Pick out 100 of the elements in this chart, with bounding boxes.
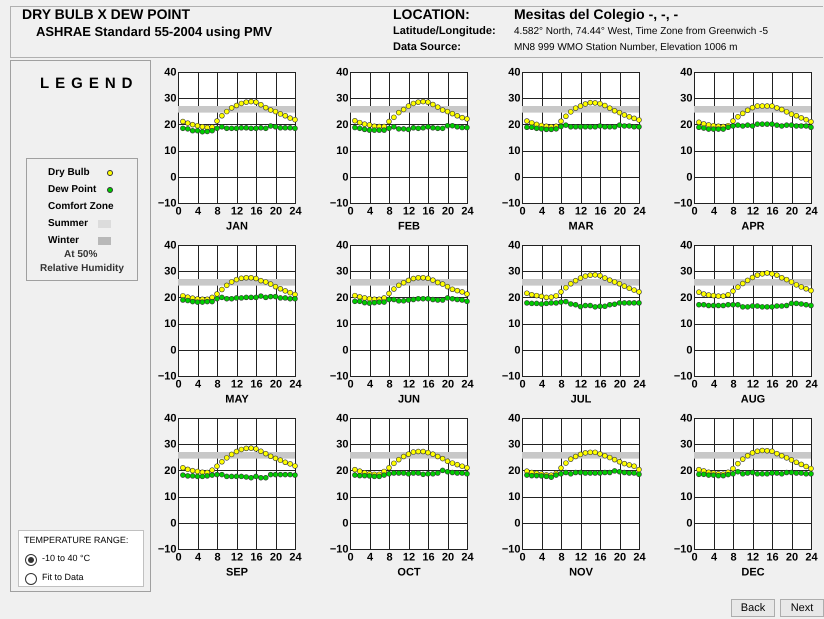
text: Next xyxy=(780,599,824,617)
x-axis-title: SEP xyxy=(226,566,248,578)
x-axis-title: JAN xyxy=(226,220,248,232)
x-tick-label: 4 xyxy=(710,552,718,564)
y-tick-label: 0 xyxy=(514,344,520,356)
x-tick-label: 12 xyxy=(402,206,416,218)
y-tick-label: 0 xyxy=(686,517,692,530)
y-tick-label: 30 xyxy=(336,266,348,278)
y-tick-label: −10 xyxy=(502,370,520,382)
x-axis-title: APR xyxy=(741,220,765,232)
x-tick-label: 8 xyxy=(558,552,565,564)
x-axis-title: OCT xyxy=(397,566,421,578)
x-tick-label: 24 xyxy=(289,378,302,390)
y-tick-label: 30 xyxy=(680,266,692,278)
y-tick-label: 10 xyxy=(164,318,176,330)
x-tick-label: 16 xyxy=(594,378,607,390)
text: LOCATION: xyxy=(393,6,470,22)
x-tick-label: 8 xyxy=(214,378,221,390)
text: Comfort Zone xyxy=(48,201,114,212)
y-tick-label: 0 xyxy=(514,171,520,184)
y-tick-label: 30 xyxy=(680,438,692,451)
x-tick-label: 12 xyxy=(574,206,588,218)
y-tick-label: 40 xyxy=(336,412,348,424)
text: TEMPERATURE RANGE: xyxy=(24,535,128,545)
x-tick-label: 20 xyxy=(442,206,454,218)
x-tick-label: 12 xyxy=(574,378,588,390)
y-tick-label: 30 xyxy=(336,438,348,451)
x-tick-label: 16 xyxy=(422,206,435,218)
y-tick-label: 10 xyxy=(336,318,348,330)
y-tick-label: 0 xyxy=(686,344,692,356)
text: Dew Point xyxy=(48,184,96,195)
text: 4.582° North, 74.44° West, Time Zone from Greenwich -5 xyxy=(514,26,768,37)
x-tick-label: 4 xyxy=(538,552,546,564)
x-tick-label: 16 xyxy=(422,552,435,564)
x-tick-label: 8 xyxy=(730,552,737,564)
y-tick-label: 30 xyxy=(680,92,692,105)
y-tick-label: −10 xyxy=(502,544,520,556)
text: MN8 999 WMO Station Number, Elevation 1006 m xyxy=(514,42,738,53)
text: LEGEND xyxy=(40,75,139,92)
x-tick-label: 16 xyxy=(422,378,435,390)
y-tick-label: 10 xyxy=(164,491,176,504)
y-tick-label: 10 xyxy=(508,318,520,330)
y-tick-label: 40 xyxy=(336,66,348,78)
y-tick-label: 40 xyxy=(680,240,692,252)
y-tick-label: −10 xyxy=(158,370,176,382)
y-tick-label: 0 xyxy=(342,171,348,184)
x-axis-title: NOV xyxy=(569,566,594,578)
x-tick-label: 20 xyxy=(614,206,626,218)
y-tick-label: −10 xyxy=(502,198,520,210)
text: -10 to 40 °C xyxy=(42,553,90,563)
y-tick-label: 20 xyxy=(164,464,176,477)
x-tick-label: 12 xyxy=(230,552,244,564)
x-axis-title: MAY xyxy=(225,394,250,406)
x-tick-label: 20 xyxy=(270,206,282,218)
x-tick-label: 4 xyxy=(366,378,374,390)
x-tick-label: 20 xyxy=(270,552,282,564)
y-tick-label: 10 xyxy=(164,145,176,158)
y-tick-label: 40 xyxy=(508,240,520,252)
x-tick-label: 4 xyxy=(194,552,202,564)
y-tick-label: −10 xyxy=(330,198,348,210)
x-tick-label: 12 xyxy=(746,552,760,564)
x-tick-label: 24 xyxy=(805,206,818,218)
y-tick-label: 20 xyxy=(508,118,520,131)
x-tick-label: 24 xyxy=(633,378,646,390)
y-tick-label: −10 xyxy=(330,544,348,556)
source-note: Data Source: xyxy=(393,41,461,53)
x-tick-label: 4 xyxy=(366,206,374,218)
x-tick-label: 24 xyxy=(633,552,646,564)
x-tick-label: 8 xyxy=(386,552,393,564)
x-tick-label: 4 xyxy=(194,206,202,218)
y-tick-label: 10 xyxy=(680,318,692,330)
y-tick-label: 40 xyxy=(164,240,176,252)
x-axis-title: AUG xyxy=(740,394,766,406)
y-tick-label: 0 xyxy=(170,171,176,184)
x-tick-label: 20 xyxy=(786,378,798,390)
y-tick-label: 20 xyxy=(336,118,348,131)
y-tick-label: −10 xyxy=(330,370,348,382)
x-tick-label: 12 xyxy=(402,552,416,564)
y-tick-label: 30 xyxy=(164,266,176,278)
y-tick-label: 20 xyxy=(680,292,692,304)
x-axis-title: FEB xyxy=(398,220,420,232)
y-tick-label: 0 xyxy=(170,517,176,530)
x-tick-label: 16 xyxy=(766,378,779,390)
x-tick-label: 12 xyxy=(746,206,760,218)
y-tick-label: 20 xyxy=(680,118,692,131)
y-tick-label: 20 xyxy=(336,464,348,477)
text: ASHRAE Standard 55-2004 using PMV xyxy=(36,24,272,39)
y-tick-label: 30 xyxy=(336,92,348,105)
y-tick-label: 30 xyxy=(164,92,176,105)
x-tick-label: 8 xyxy=(214,206,221,218)
y-tick-label: 0 xyxy=(514,517,520,530)
text: Summer xyxy=(48,218,88,229)
x-tick-label: 16 xyxy=(594,206,607,218)
y-tick-label: 20 xyxy=(508,464,520,477)
x-tick-label: 24 xyxy=(805,378,818,390)
x-tick-label: 24 xyxy=(805,552,818,564)
y-tick-label: 0 xyxy=(170,344,176,356)
x-tick-label: 20 xyxy=(442,378,454,390)
y-tick-label: 40 xyxy=(508,66,520,78)
x-tick-label: 20 xyxy=(614,378,626,390)
